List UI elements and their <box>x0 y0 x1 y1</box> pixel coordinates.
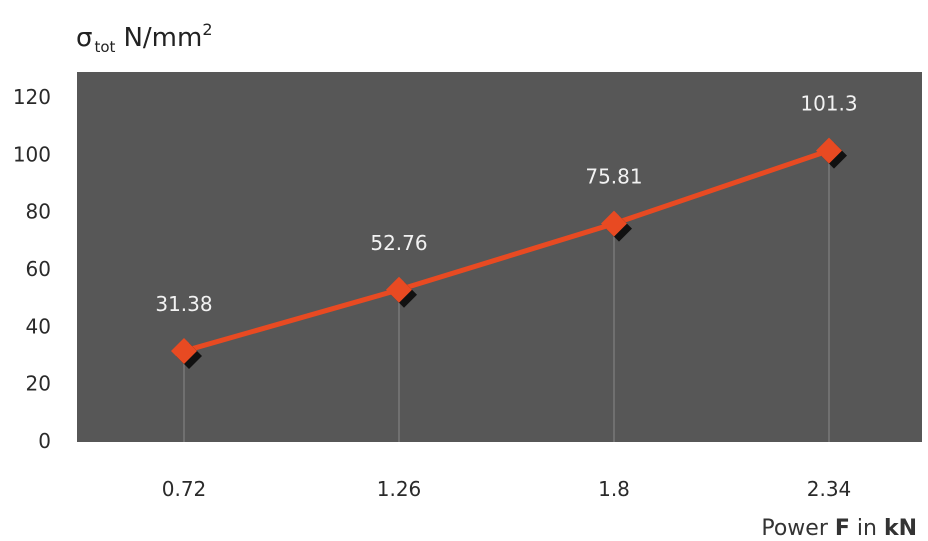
x-tick-label: 0.72 <box>162 477 207 501</box>
y-tick-label: 120 <box>13 85 51 109</box>
data-point-marker <box>386 276 417 308</box>
marker-diamond <box>601 210 627 237</box>
y-tick-label: 60 <box>26 257 51 281</box>
marker-diamond <box>816 137 842 164</box>
drop-lines <box>183 150 830 442</box>
data-point-marker <box>601 210 632 242</box>
data-point-marker <box>816 137 847 169</box>
data-point-marker <box>171 338 202 370</box>
data-labels: 31.38 52.76 75.81 101.3 <box>155 92 857 316</box>
y-tick-label: 20 <box>26 372 51 396</box>
y-tick-label: 40 <box>26 314 51 338</box>
x-tick-label: 1.8 <box>598 477 630 501</box>
marker-diamond <box>171 338 197 365</box>
x-axis-ticks: 0.72 1.26 1.8 2.34 <box>162 477 852 501</box>
data-label: 101.3 <box>800 92 857 116</box>
data-label: 75.81 <box>585 165 642 189</box>
y-axis-ticks: 0 20 40 60 80 100 120 <box>13 85 51 453</box>
y-tick-label: 100 <box>13 142 51 166</box>
y-tick-label: 0 <box>38 429 51 453</box>
y-axis-title: σ tot N/mm2 <box>76 20 213 56</box>
data-label: 52.76 <box>370 231 427 255</box>
x-axis-title: Power F in kN <box>761 516 917 541</box>
data-label: 31.38 <box>155 292 212 316</box>
x-tick-label: 2.34 <box>807 477 852 501</box>
markers <box>171 137 847 370</box>
x-tick-label: 1.26 <box>377 477 422 501</box>
y-tick-label: 80 <box>26 200 51 224</box>
series-line <box>183 148 830 354</box>
marker-diamond <box>386 276 412 303</box>
